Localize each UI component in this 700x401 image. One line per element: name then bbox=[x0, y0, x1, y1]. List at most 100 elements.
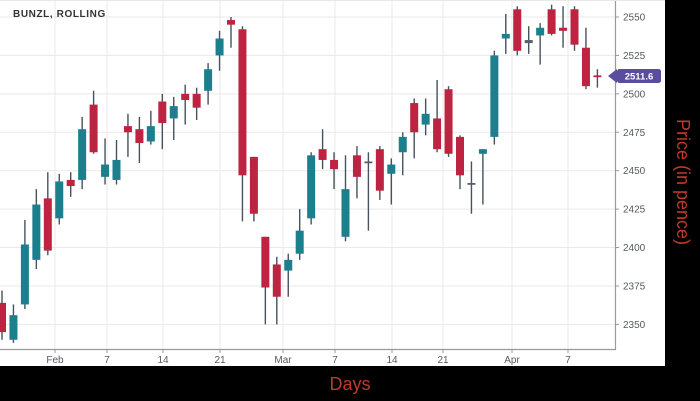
candle-body bbox=[66, 179, 75, 187]
x-tick-label: 14 bbox=[157, 355, 169, 366]
x-tick-label: 7 bbox=[565, 355, 571, 366]
badge-value: 2511.6 bbox=[625, 72, 654, 83]
candle bbox=[169, 96, 178, 140]
candle-body bbox=[78, 129, 87, 180]
candle-body bbox=[375, 149, 384, 191]
candle-body bbox=[146, 126, 155, 142]
candle-body bbox=[421, 113, 430, 125]
x-tick-label: Mar bbox=[274, 355, 292, 366]
candle bbox=[158, 93, 167, 150]
candle bbox=[352, 146, 361, 199]
candle-body bbox=[536, 27, 545, 36]
candle bbox=[593, 69, 602, 88]
candle bbox=[101, 138, 110, 185]
candle-body bbox=[398, 136, 407, 153]
candle bbox=[318, 129, 327, 170]
x-tick-label: 7 bbox=[332, 355, 338, 366]
candle-body bbox=[570, 9, 579, 45]
candle bbox=[249, 156, 258, 222]
candle-body bbox=[192, 93, 201, 108]
candle-body bbox=[559, 27, 568, 31]
y-axis-title: Price (in pence) bbox=[673, 119, 693, 246]
candle-body bbox=[593, 75, 602, 78]
y-tick-label: 2525 bbox=[623, 51, 646, 62]
candle-body bbox=[204, 69, 213, 91]
candles bbox=[0, 4, 602, 343]
candle bbox=[478, 149, 487, 205]
candle-body bbox=[318, 149, 327, 160]
candle-body bbox=[444, 89, 453, 154]
y-tick-label: 2500 bbox=[623, 89, 646, 100]
candle bbox=[467, 161, 476, 214]
y-tick-label: 2475 bbox=[623, 128, 646, 139]
candle bbox=[192, 87, 201, 120]
candle-body bbox=[501, 33, 510, 39]
candle-body bbox=[9, 315, 18, 340]
candle-body bbox=[261, 236, 270, 288]
candle-body bbox=[112, 159, 121, 180]
candle-body bbox=[32, 204, 41, 260]
x-tick-label: Apr bbox=[504, 355, 520, 366]
candle bbox=[513, 6, 522, 56]
x-tick-label: Feb bbox=[46, 355, 64, 366]
candle-body bbox=[513, 9, 522, 51]
candle-body bbox=[284, 259, 293, 271]
candle bbox=[364, 152, 373, 231]
candle-body bbox=[410, 103, 419, 133]
candle-body bbox=[181, 93, 190, 100]
candle bbox=[123, 113, 132, 157]
candle-body bbox=[89, 104, 98, 153]
candle-body bbox=[43, 198, 52, 251]
candle-body bbox=[101, 164, 110, 177]
candle bbox=[204, 63, 213, 105]
candle-body bbox=[581, 47, 590, 87]
candle bbox=[536, 23, 545, 65]
y-tick-label: 2550 bbox=[623, 12, 646, 23]
y-tick-label: 2425 bbox=[623, 205, 646, 216]
y-tick-label: 2375 bbox=[623, 281, 646, 292]
badge-box bbox=[617, 69, 661, 84]
candle-body bbox=[238, 29, 247, 176]
candle-body bbox=[547, 9, 556, 34]
candle-body bbox=[135, 129, 144, 144]
candle-body bbox=[352, 155, 361, 177]
candle bbox=[444, 86, 453, 157]
candle bbox=[341, 155, 350, 242]
candle-body bbox=[467, 182, 476, 185]
candle-body bbox=[341, 189, 350, 237]
candle bbox=[20, 219, 29, 310]
candle bbox=[581, 27, 590, 90]
candle bbox=[135, 116, 144, 164]
candle bbox=[387, 158, 396, 205]
candle-body bbox=[169, 106, 178, 119]
candle-body bbox=[524, 40, 533, 44]
candle bbox=[433, 80, 442, 153]
candle bbox=[524, 26, 533, 54]
candle-body bbox=[55, 181, 64, 219]
candle bbox=[375, 146, 384, 200]
candlestick-chart[interactable]: Feb 7 14 21 Mar 7 14 21 Apr 7 2350 2375 2400 2425 2450… bbox=[0, 1, 665, 366]
candle bbox=[501, 13, 510, 54]
candle bbox=[238, 26, 247, 222]
candle bbox=[181, 84, 190, 125]
candle bbox=[330, 152, 339, 190]
y-tick-label: 2400 bbox=[623, 243, 646, 254]
candle bbox=[215, 30, 224, 71]
candle bbox=[146, 110, 155, 145]
candle bbox=[307, 152, 316, 225]
candle bbox=[421, 98, 430, 136]
candle bbox=[547, 4, 556, 36]
candle bbox=[0, 290, 6, 340]
candle bbox=[570, 6, 579, 51]
candle-body bbox=[272, 264, 281, 297]
candle-body bbox=[215, 38, 224, 56]
x-tick-label: 21 bbox=[437, 355, 449, 366]
candle-body bbox=[307, 155, 316, 219]
candle bbox=[410, 98, 419, 159]
plot-canvas: Feb 7 14 21 Mar 7 14 21 Apr 7 2350 2375 2400 2425 2450… bbox=[0, 0, 665, 366]
candle bbox=[272, 256, 281, 325]
candle-body bbox=[456, 136, 464, 176]
axes: Feb 7 14 21 Mar 7 14 21 Apr 7 2350 2375 2400 2425 2450… bbox=[0, 1, 646, 366]
candle-body bbox=[158, 101, 167, 124]
